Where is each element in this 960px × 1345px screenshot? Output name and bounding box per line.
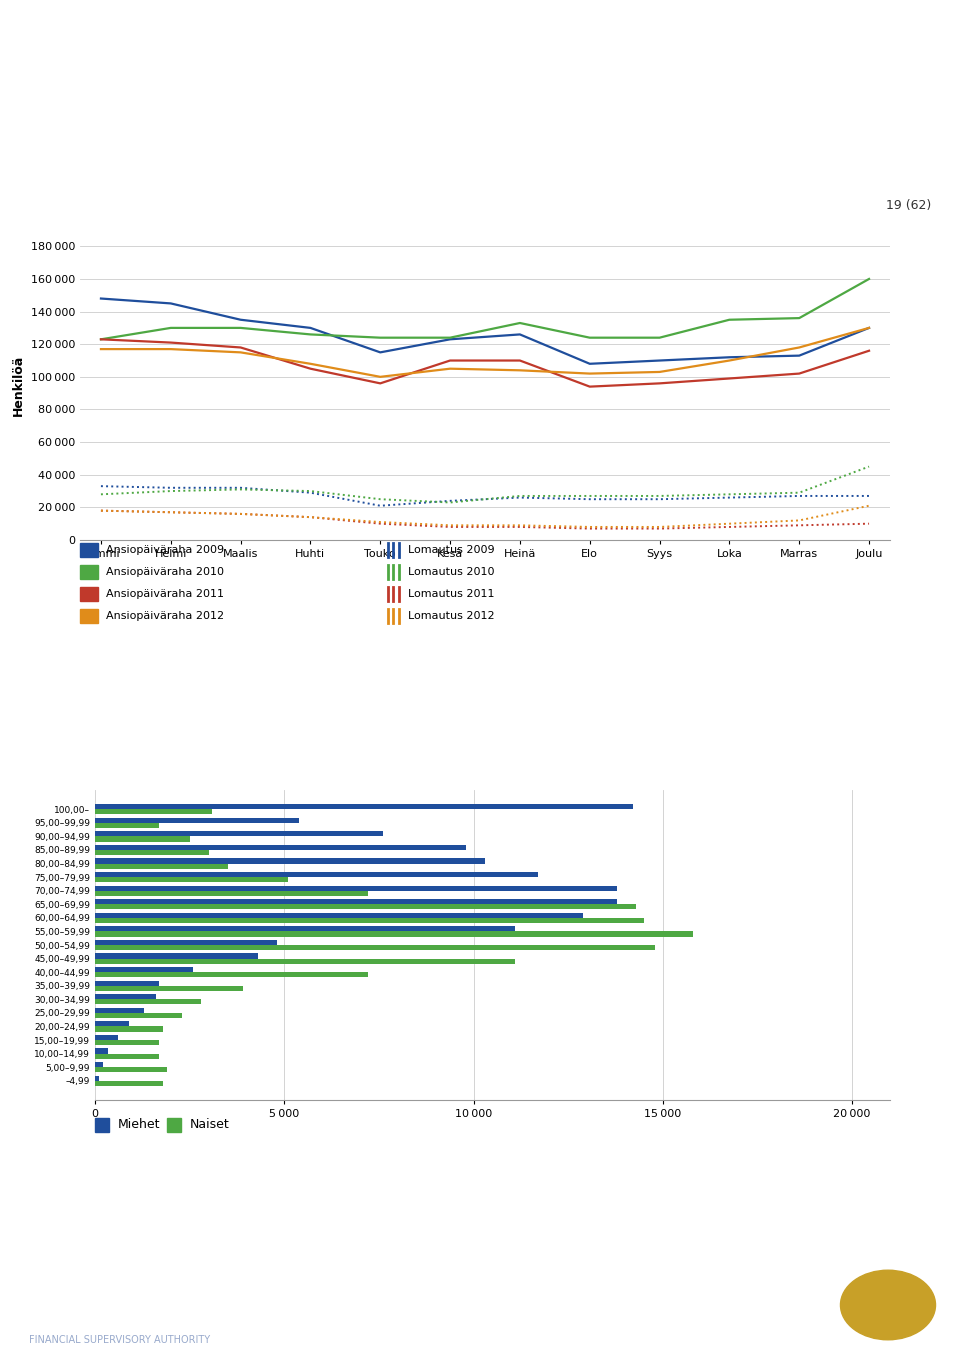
Text: Lomautus 2010: Lomautus 2010 [408, 568, 494, 577]
Bar [95, 845, 466, 850]
Bar [95, 1076, 99, 1081]
Bar [95, 1026, 163, 1032]
Text: 19 (62): 19 (62) [886, 199, 931, 211]
Bar [95, 981, 159, 986]
Circle shape [841, 1270, 935, 1340]
Bar [95, 1049, 108, 1053]
Bar [95, 1067, 167, 1072]
Text: FINANSINSPEKTIONEN: FINANSINSPEKTIONEN [29, 1309, 185, 1322]
Bar [95, 940, 276, 946]
Bar [95, 804, 633, 810]
Bar [95, 890, 368, 896]
Bar [95, 946, 656, 950]
Text: Työttömyyskassat 2012: Työttömyyskassat 2012 [38, 42, 482, 75]
Bar [95, 927, 516, 932]
Bar [95, 917, 644, 923]
Bar [95, 994, 156, 999]
Bar [80, 609, 98, 623]
Text: Naiset: Naiset [190, 1119, 229, 1131]
Bar [80, 543, 98, 557]
Bar [95, 885, 617, 890]
Bar [95, 823, 159, 829]
Bar [95, 967, 193, 972]
Bar [95, 877, 288, 882]
Text: 13.9.2013: 13.9.2013 [38, 105, 130, 122]
Bar [95, 850, 208, 855]
Bar [95, 818, 300, 823]
Bar [95, 1007, 144, 1013]
Text: FINANCIAL SUPERVISORY AUTHORITY: FINANCIAL SUPERVISORY AUTHORITY [29, 1336, 210, 1345]
Text: FINANSSIVALVONTA: FINANSSIVALVONTA [29, 1287, 166, 1301]
Text: Lomautus 2009: Lomautus 2009 [408, 545, 494, 555]
Text: Kuvio 5. Ansiopäivärahan suuruusjakauma 2012: Kuvio 5. Ansiopäivärahan suuruusjakauma … [47, 749, 366, 761]
Bar [95, 1013, 182, 1018]
Bar [95, 1034, 118, 1040]
Bar [95, 932, 693, 936]
Text: Ansiopäiväraha 2009: Ansiopäiväraha 2009 [106, 545, 224, 555]
Bar [95, 999, 201, 1005]
Text: Ansiopäiväraha 2011: Ansiopäiväraha 2011 [106, 589, 224, 599]
Bar [95, 858, 485, 863]
Bar [95, 954, 258, 959]
Bar [95, 872, 538, 877]
Bar [95, 837, 190, 842]
Bar [95, 1040, 159, 1045]
Bar [95, 1081, 163, 1085]
Bar [95, 898, 617, 904]
Text: Ansiopäiväraha 2012: Ansiopäiväraha 2012 [106, 611, 224, 621]
Text: Lomautus 2011: Lomautus 2011 [408, 589, 494, 599]
Bar [95, 1063, 103, 1067]
Bar [80, 565, 98, 578]
Text: Kuvio 4. Ansiopäivärahan ja lomautusajan ansiopäivärahan saajat kuukauden lopuss: Kuvio 4. Ansiopäivärahan ja lomautusajan… [47, 238, 692, 252]
Text: Lomautus 2012: Lomautus 2012 [408, 611, 494, 621]
Bar [167, 1118, 181, 1132]
Text: Ansiopäiväraha 2010: Ansiopäiväraha 2010 [106, 568, 224, 577]
Bar [95, 1053, 159, 1059]
Bar [95, 959, 516, 964]
Y-axis label: Henkilöä: Henkilöä [12, 354, 25, 416]
Bar [95, 1118, 109, 1132]
Bar [95, 904, 636, 909]
Bar [95, 863, 228, 869]
Text: Miehet: Miehet [118, 1119, 160, 1131]
Bar [95, 972, 368, 978]
Bar [95, 913, 584, 917]
Bar [95, 986, 243, 991]
Bar [95, 1021, 129, 1026]
Bar [95, 810, 212, 815]
Bar [95, 831, 383, 837]
Bar [80, 586, 98, 601]
